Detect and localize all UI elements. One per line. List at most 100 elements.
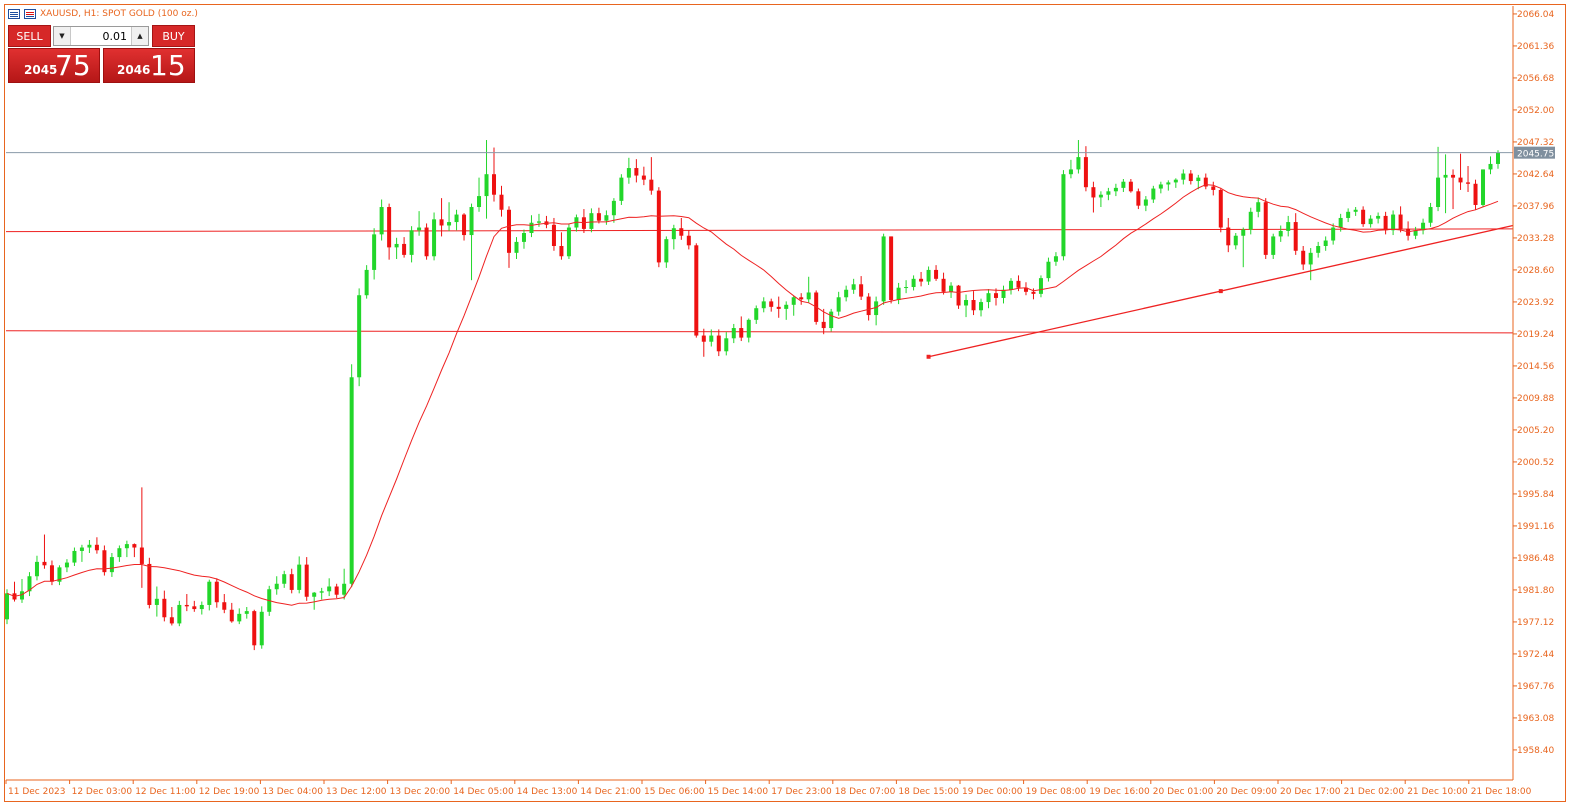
trendline-anchor[interactable] <box>926 354 931 359</box>
candle-body <box>297 564 302 590</box>
candle-body <box>1443 174 1448 178</box>
candle-body <box>424 227 429 257</box>
candle-body <box>162 598 167 618</box>
chart-window[interactable] <box>4 4 1566 802</box>
candle-body <box>641 175 646 180</box>
candle-body <box>132 544 137 548</box>
candle-body <box>1083 157 1088 188</box>
candle-body <box>754 308 759 320</box>
candle-body <box>222 602 227 610</box>
price-tick-label: 2014.56 <box>1517 362 1554 372</box>
buy-button[interactable]: BUY <box>152 25 195 47</box>
candle-body <box>634 168 639 176</box>
moving-average <box>6 184 1499 606</box>
candle-body <box>372 234 377 270</box>
support-line[interactable] <box>5 330 1514 334</box>
candle-body <box>1188 173 1193 182</box>
candle-body <box>64 562 69 568</box>
price-tick-label: 2061.36 <box>1517 42 1554 52</box>
candle-body <box>87 544 92 548</box>
candle-body <box>304 564 309 597</box>
candle-body <box>184 604 189 607</box>
volume-input[interactable] <box>71 27 131 45</box>
candle-body <box>784 304 789 309</box>
candle-body <box>1248 211 1253 230</box>
price-tick-label: 1986.48 <box>1517 554 1554 564</box>
candle-body <box>34 561 39 577</box>
candle-body <box>799 297 804 300</box>
volume-decrease-icon[interactable]: ▼ <box>54 27 71 45</box>
candle-body <box>1271 236 1276 255</box>
time-tick-label: 15 Dec 06:00 <box>644 787 705 797</box>
bid-line: 2045.75 <box>6 146 1555 160</box>
volume-stepper[interactable]: ▼ ▲ <box>53 26 149 46</box>
bid-price-tag <box>1514 146 1555 159</box>
candle-body <box>1173 179 1178 183</box>
candle-body <box>177 604 182 624</box>
candle-body <box>956 285 961 306</box>
candle-body <box>904 287 909 289</box>
time-tick-label: 13 Dec 20:00 <box>390 787 451 797</box>
candle-body <box>1481 169 1486 205</box>
candle-body <box>1038 278 1043 294</box>
volume-increase-icon[interactable]: ▲ <box>131 27 148 45</box>
candle-body <box>42 561 47 566</box>
buy-price-pips: 15 <box>150 49 186 82</box>
candle-body <box>844 289 849 298</box>
sell-price-button[interactable]: 2045 75 <box>8 48 100 83</box>
time-tick-label: 12 Dec 11:00 <box>135 787 196 797</box>
buy-price-button[interactable]: 2046 15 <box>103 48 195 83</box>
price-tick-label: 2042.64 <box>1517 170 1554 180</box>
candle-body <box>274 583 279 590</box>
candle-body <box>312 592 317 597</box>
market-watch-icon[interactable] <box>8 9 20 19</box>
candle-body <box>417 227 422 231</box>
candle-body <box>926 269 931 282</box>
sell-button[interactable]: SELL <box>8 25 51 47</box>
candle-body <box>1413 230 1418 236</box>
candle-body <box>1488 163 1493 170</box>
candle-body <box>1428 207 1433 223</box>
candle-body <box>949 285 954 292</box>
candle-body <box>139 547 144 564</box>
candle-body <box>874 301 879 316</box>
chart-icon[interactable] <box>24 9 36 19</box>
time-tick-label: 13 Dec 04:00 <box>262 787 323 797</box>
candle-body <box>1016 280 1021 288</box>
resistance-line[interactable] <box>5 228 1514 233</box>
price-tick-label: 1967.76 <box>1517 682 1554 692</box>
candle-body <box>1301 250 1306 265</box>
candle-body <box>1383 215 1388 231</box>
candle-body <box>454 214 459 223</box>
candle-body <box>229 609 234 622</box>
candle-body <box>1136 191 1141 206</box>
trendline-midpoint[interactable] <box>1218 289 1223 294</box>
time-tick-label: 18 Dec 15:00 <box>898 787 959 797</box>
candle-body <box>1361 209 1366 225</box>
price-tick-label: 2019.24 <box>1517 330 1554 340</box>
candle-body <box>1316 245 1321 253</box>
candle-body <box>199 604 204 610</box>
candle-body <box>109 557 114 573</box>
time-tick-label: 11 Dec 2023 <box>8 787 66 797</box>
candle-body <box>1091 187 1096 198</box>
candle-body <box>701 335 706 342</box>
price-tick-label: 2000.52 <box>1517 458 1554 468</box>
one-click-trading-panel: SELL ▼ ▲ BUY 2045 75 2046 15 <box>8 25 195 83</box>
candles <box>5 140 1500 651</box>
candle-body <box>694 245 699 336</box>
candle-body <box>147 563 152 605</box>
candle-body <box>499 194 504 210</box>
candle-body <box>1323 240 1328 246</box>
price-tick-label: 1972.44 <box>1517 650 1554 660</box>
candle-body <box>192 606 197 610</box>
candle-body <box>656 190 661 263</box>
time-tick-label: 12 Dec 19:00 <box>199 787 260 797</box>
candle-body <box>859 284 864 297</box>
candle-body <box>169 617 174 624</box>
candle-body <box>439 219 444 226</box>
candle-body <box>769 301 774 307</box>
time-tick-label: 19 Dec 00:00 <box>962 787 1023 797</box>
candle-body <box>1331 227 1336 241</box>
